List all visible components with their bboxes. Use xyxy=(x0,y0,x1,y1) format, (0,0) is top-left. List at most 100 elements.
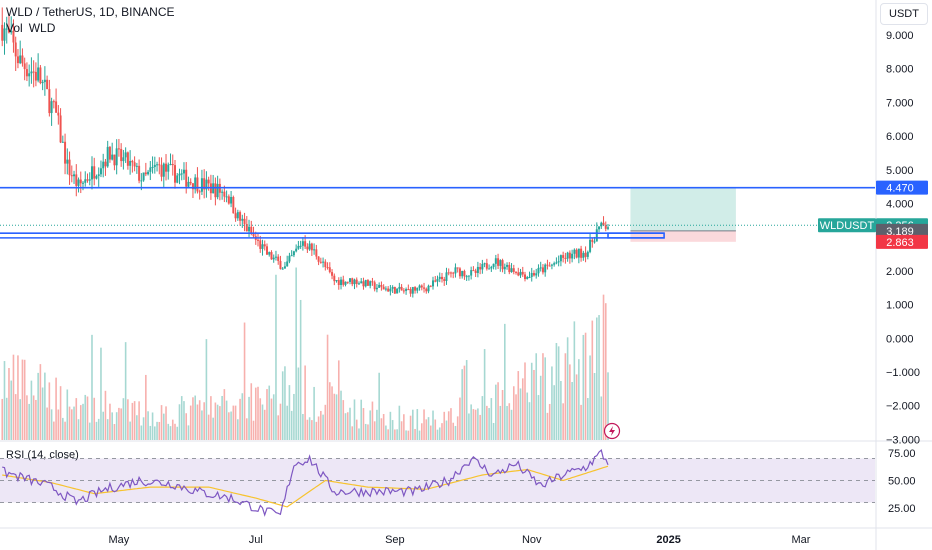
candle-body xyxy=(362,281,365,287)
candle-body xyxy=(510,268,513,273)
volume-bar xyxy=(12,354,15,440)
candle-body xyxy=(526,277,529,280)
volume-bar xyxy=(438,427,441,440)
volume-bar xyxy=(86,396,89,440)
price-tick: 8.000 xyxy=(886,64,914,76)
rsi-title[interactable]: RSI (14, close) xyxy=(6,449,79,461)
candle-body xyxy=(515,271,518,273)
candle-body xyxy=(292,251,295,256)
volume-bar xyxy=(400,421,403,440)
volume-bar xyxy=(546,412,549,440)
rsi-pane xyxy=(0,449,875,517)
support-box[interactable] xyxy=(607,232,665,239)
price-lines[interactable] xyxy=(0,186,875,239)
candle-body xyxy=(169,163,172,165)
label-stop xyxy=(876,234,928,249)
volume-bar xyxy=(243,322,246,440)
candle-body xyxy=(32,71,35,73)
stop-zone[interactable] xyxy=(630,230,736,242)
candle-body xyxy=(200,178,203,192)
volume-bar xyxy=(378,372,380,440)
price-tick: −3.000 xyxy=(886,434,920,446)
candle-body xyxy=(241,218,244,221)
candle-body xyxy=(135,165,138,167)
volume-bar xyxy=(340,390,342,440)
volume-bar xyxy=(553,385,555,440)
candle-body xyxy=(52,101,55,103)
candle-body xyxy=(535,273,538,276)
volume-bar xyxy=(178,404,181,440)
candle-body xyxy=(301,241,304,246)
symbol-title[interactable]: WLD / TetherUS, 1D, BINANCE xyxy=(6,5,175,19)
volume-bar xyxy=(145,374,147,440)
volume-bar xyxy=(225,400,228,440)
currency-button[interactable]: USDT xyxy=(880,3,928,25)
volume-bar xyxy=(508,403,511,440)
candle-body xyxy=(149,167,152,172)
candle-body xyxy=(64,141,67,164)
rsi-tick: 25.00 xyxy=(888,503,916,515)
candle-body xyxy=(501,260,504,270)
lightning-glyph xyxy=(609,426,616,436)
volume-bar xyxy=(497,382,499,440)
volume-bar xyxy=(268,385,271,440)
volume-bar xyxy=(93,397,96,440)
candle-body xyxy=(337,280,340,285)
candle-body xyxy=(203,178,206,190)
volume-bar xyxy=(149,425,152,440)
volume-bar xyxy=(70,409,73,440)
volume-bar xyxy=(423,409,425,440)
volume-bar xyxy=(582,334,585,440)
time-tick: Nov xyxy=(522,534,542,546)
volume-bar xyxy=(515,394,517,440)
volume-bar xyxy=(322,414,324,440)
candle-body xyxy=(66,159,69,164)
candle-body xyxy=(557,261,560,263)
candle-body xyxy=(277,256,280,261)
volume-bar xyxy=(113,424,116,440)
volume-bar xyxy=(102,411,105,440)
candle-body xyxy=(263,244,266,247)
volume-bar xyxy=(385,425,387,440)
candle-body xyxy=(182,169,185,174)
time-tick: Sep xyxy=(385,534,405,546)
volume-bar xyxy=(414,428,416,440)
candle-body xyxy=(104,161,107,167)
volume-bar xyxy=(248,396,250,440)
candle-body xyxy=(111,154,114,160)
volume-bar xyxy=(5,397,8,440)
volume-bar xyxy=(194,395,196,440)
volume-bar xyxy=(82,403,84,440)
volume-bar xyxy=(129,421,131,440)
candles xyxy=(1,7,610,298)
rsi-tick: 75.00 xyxy=(888,448,916,460)
candle-body xyxy=(438,276,441,279)
candle-body xyxy=(243,218,246,224)
candle-body xyxy=(335,280,338,282)
candle-body xyxy=(95,176,98,179)
candle-body xyxy=(259,240,262,249)
candle-body xyxy=(322,261,325,263)
candle-body xyxy=(3,28,6,41)
label-stop-text: 2.863 xyxy=(886,237,914,249)
volume-bar xyxy=(470,404,472,440)
candle-body xyxy=(447,272,450,274)
candle-body xyxy=(497,258,500,266)
volume-bar xyxy=(313,386,315,440)
candle-body xyxy=(391,286,394,289)
target-zone[interactable] xyxy=(630,187,736,231)
volume-bar xyxy=(360,399,363,440)
volume-bar xyxy=(288,385,291,440)
volume-bar xyxy=(486,405,488,440)
volume-bar xyxy=(124,342,127,440)
candle-body xyxy=(283,266,286,269)
volume-bar xyxy=(382,414,385,440)
candle-body xyxy=(207,179,210,184)
candle-body xyxy=(84,179,87,183)
candle-body xyxy=(55,101,58,113)
position-tool[interactable] xyxy=(630,187,736,242)
candle-body xyxy=(319,261,322,263)
volume-bar xyxy=(254,387,257,440)
candle-body xyxy=(48,89,51,114)
